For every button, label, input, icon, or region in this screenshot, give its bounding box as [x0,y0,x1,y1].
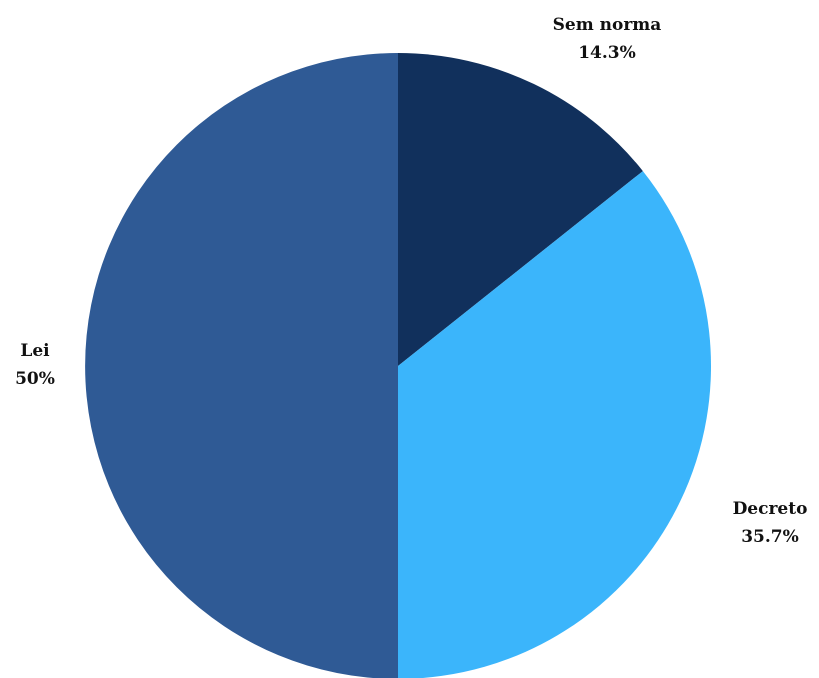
pie-slices [85,53,711,678]
pie-labels: Sem norma 14.3% Decreto 35.7% Lei 50% [15,15,807,547]
pie-slice-lei [85,53,398,678]
slice-label-decreto: Decreto [733,499,808,519]
slice-value-sem-norma: 14.3% [578,43,636,63]
slice-label-lei: Lei [20,341,50,361]
pie-slice-decreto [398,171,711,678]
pie-slice-sem-norma [398,53,643,366]
slice-value-lei: 50% [15,369,55,389]
slice-value-decreto: 35.7% [741,527,799,547]
slice-label-sem-norma: Sem norma [553,15,662,35]
